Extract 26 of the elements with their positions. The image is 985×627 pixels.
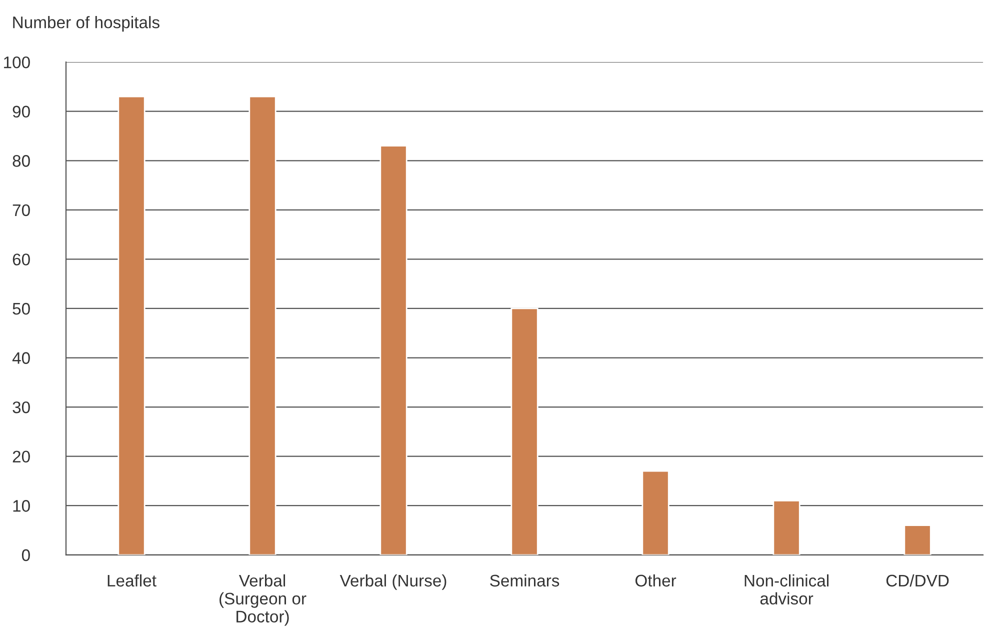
y-tick-label: 10 — [13, 500, 30, 512]
bar — [510, 308, 538, 555]
x-tick-label: Seminars — [490, 574, 560, 587]
y-axis-title: Number of hospitals — [13, 16, 160, 32]
bar — [248, 96, 276, 555]
y-tick-label: 60 — [12, 254, 30, 266]
x-tick-label: Leaflet — [108, 574, 156, 587]
y-tick-label: 70 — [12, 204, 30, 216]
y-tick-label: 20 — [12, 450, 30, 463]
x-tick-label: Non-clinical advisor — [744, 574, 828, 605]
bar — [380, 145, 408, 555]
x-tick-label: Other — [635, 574, 676, 587]
y-tick-label: 90 — [12, 106, 30, 118]
y-tick-label: 40 — [12, 352, 30, 364]
bar — [772, 500, 800, 555]
x-tick-label: Verbal (Nurse) — [340, 574, 446, 590]
y-tick-label: 100 — [4, 56, 30, 68]
y-tick-label: 50 — [12, 302, 30, 315]
bar — [642, 470, 670, 555]
x-tick-label: Verbal (Surgeon or Doctor) — [220, 574, 306, 626]
y-tick-label: 30 — [12, 401, 30, 414]
x-tick-label: CD/DVD — [886, 574, 949, 587]
y-tick-label: 0 — [22, 549, 30, 562]
y-tick-label: 80 — [12, 155, 30, 167]
bar — [904, 524, 932, 555]
bar — [118, 96, 146, 555]
